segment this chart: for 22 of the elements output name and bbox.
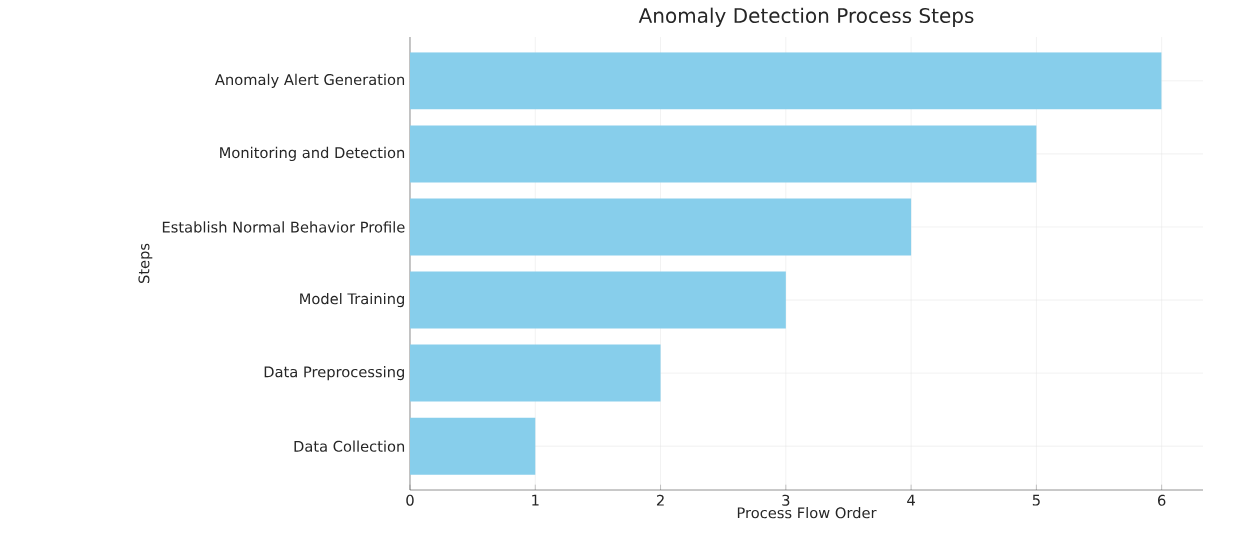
bar: [410, 344, 661, 402]
y-tick-label: Establish Normal Behavior Profile: [162, 221, 405, 233]
x-tick-label: 1: [532, 494, 539, 506]
bar: [410, 125, 1037, 183]
bar: [410, 417, 536, 475]
x-tick-label: 0: [406, 494, 414, 506]
x-tick-label: 6: [1158, 494, 1166, 506]
y-axis-title: Steps: [138, 243, 153, 284]
x-tick-label: 2: [656, 494, 664, 506]
x-tick-label: 3: [782, 494, 790, 506]
x-axis-title: Process Flow Order: [737, 506, 877, 519]
y-tick-label: Anomaly Alert Generation: [215, 73, 405, 88]
y-tick-label: Model Training: [300, 292, 404, 308]
y-tick-label: Data Preprocessing: [264, 366, 404, 381]
y-tick-label: Monitoring and Detection: [220, 146, 405, 162]
chart-title: Anomaly Detection Process Steps: [638, 7, 974, 27]
x-tick-label: 4: [907, 494, 915, 506]
y-tick-label: Data Collection: [294, 440, 405, 452]
x-tick-label: 5: [1032, 494, 1040, 506]
bar: [410, 52, 1162, 110]
bar: [410, 271, 786, 329]
bar: [410, 198, 912, 256]
